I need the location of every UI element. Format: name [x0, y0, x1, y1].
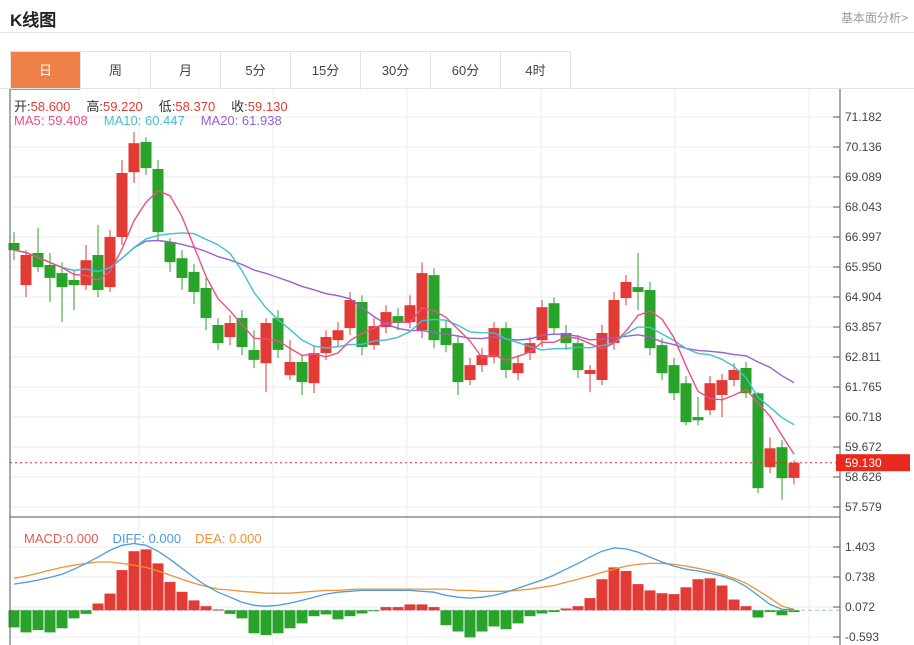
axis-tick-label: 64.904	[845, 290, 882, 304]
axis-tick-label: 1.403	[845, 540, 875, 554]
ma20-line	[13, 239, 795, 384]
current-price-badge-label: 59.130	[845, 456, 882, 470]
axis-tick-label: 69.089	[845, 170, 882, 184]
ma10-line	[13, 232, 795, 426]
tab-日[interactable]: 日	[11, 52, 81, 90]
axes	[9, 89, 841, 645]
macd-histogram	[8, 549, 800, 638]
ohlc-readout: 开:58.600 高:59.220 低:58.370 收:59.130	[14, 96, 288, 115]
tab-30分[interactable]: 30分	[361, 52, 431, 90]
macd-value-readout: MACD:0.000	[24, 531, 99, 546]
axis-tick-label: 65.950	[845, 260, 882, 274]
tab-月[interactable]: 月	[151, 52, 221, 90]
fundamental-analysis-link[interactable]: 基本面分析>	[840, 11, 908, 25]
current-price-badge	[836, 454, 910, 472]
diff-line	[13, 542, 794, 611]
axis-tick-label: 71.182	[845, 110, 882, 124]
axis-tick-label: 58.626	[845, 470, 882, 484]
high-readout: 高:59.220	[86, 99, 143, 114]
tab-周[interactable]: 周	[81, 52, 151, 90]
axis-tick-label: 0.072	[845, 600, 875, 614]
axis-tick-label: 62.811	[845, 350, 881, 364]
axis-tick-label: 63.857	[845, 320, 882, 334]
close-readout: 收:59.130	[231, 99, 288, 114]
diff-value-readout: DIFF: 0.000	[112, 531, 182, 546]
axis-tick-label: 70.136	[845, 140, 882, 154]
low-readout: 低:58.370	[158, 99, 216, 114]
axis-tick-label: 66.997	[845, 230, 882, 244]
tab-5分[interactable]: 5分	[221, 52, 291, 90]
tabbar-underline	[0, 88, 914, 89]
tab-60分[interactable]: 60分	[431, 52, 501, 90]
axis-tick-label: 60.718	[845, 410, 882, 424]
tab-15分[interactable]: 15分	[291, 52, 361, 90]
axis-tick-label: 57.579	[845, 500, 882, 514]
axis-tick-label: 0.738	[845, 570, 875, 584]
interval-tabbar: 日周月 5分 15分 30分 60分 4时	[10, 51, 571, 90]
ma5-readout: MA5: 59.408	[14, 113, 88, 128]
axis-tick-label: 61.765	[845, 380, 882, 394]
ma5-line	[13, 189, 795, 455]
axis-tick-label: 68.043	[845, 200, 882, 214]
dea-line	[13, 561, 795, 611]
macd-readout: MACD:0.000 DIFF: 0.000 DEA: 0.000	[24, 531, 262, 546]
axis-tick-label: -0.593	[845, 630, 879, 644]
candles	[8, 132, 800, 500]
ma20-readout: MA20: 61.938	[200, 113, 282, 128]
ma-readout: MA5: 59.408 MA10: 60.447 MA20: 61.938	[14, 113, 282, 128]
dea-value-readout: DEA: 0.000	[195, 531, 262, 546]
page-header: K线图 基本面分析>	[0, 0, 914, 33]
ma10-readout: MA10: 60.447	[103, 113, 185, 128]
axis-tick-label: 59.672	[845, 440, 882, 454]
open-readout: 开:58.600	[14, 99, 71, 114]
page-title: K线图	[10, 11, 57, 30]
tab-4时[interactable]: 4时	[501, 52, 571, 90]
